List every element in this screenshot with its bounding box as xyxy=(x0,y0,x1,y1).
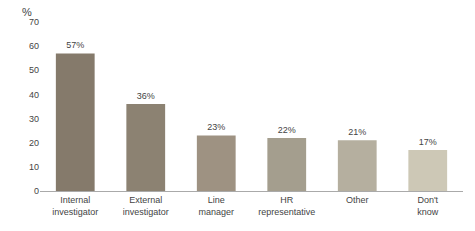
svg-text:Other: Other xyxy=(346,195,369,205)
svg-text:%: % xyxy=(22,6,32,18)
svg-text:Linemanager: Linemanager xyxy=(198,195,234,217)
svg-text:40: 40 xyxy=(29,90,39,100)
svg-text:30: 30 xyxy=(29,114,39,124)
svg-text:Externalinvestigator: Externalinvestigator xyxy=(123,195,169,217)
svg-text:36%: 36% xyxy=(137,91,155,101)
svg-text:HRrepresentative: HRrepresentative xyxy=(258,195,315,217)
svg-text:Internalinvestigator: Internalinvestigator xyxy=(52,195,98,217)
svg-text:60: 60 xyxy=(29,41,39,51)
svg-text:0: 0 xyxy=(34,186,39,196)
svg-text:23%: 23% xyxy=(207,122,225,132)
svg-text:22%: 22% xyxy=(278,125,296,135)
svg-text:Don'tknow: Don'tknow xyxy=(417,195,439,217)
svg-text:20: 20 xyxy=(29,138,39,148)
svg-text:21%: 21% xyxy=(348,127,366,137)
svg-text:50: 50 xyxy=(29,65,39,75)
svg-text:57%: 57% xyxy=(66,40,84,50)
svg-text:10: 10 xyxy=(29,162,39,172)
svg-text:17%: 17% xyxy=(419,137,437,147)
svg-text:70: 70 xyxy=(29,17,39,27)
